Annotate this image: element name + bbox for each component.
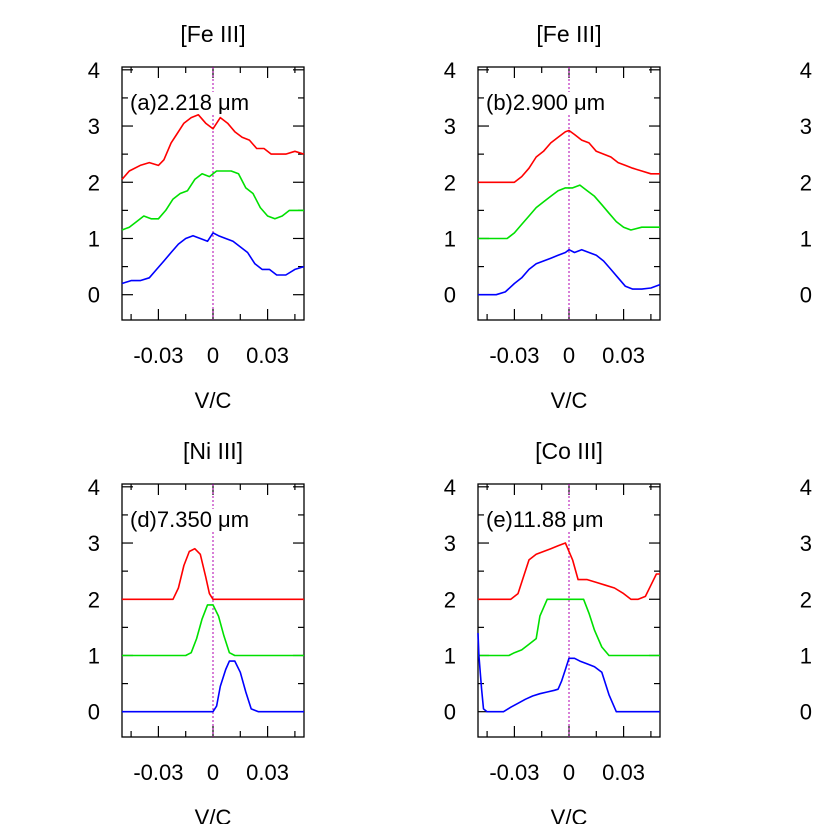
series-line-0: [478, 129, 660, 184]
y-tick-label: 0: [88, 283, 100, 308]
series-line-2: [121, 232, 305, 285]
annotation-background: [484, 92, 608, 113]
series-line-0: [121, 114, 305, 180]
y-tick-label: 1: [800, 643, 812, 668]
panel-annotation: (b)2.900 μm: [486, 90, 605, 115]
y-tick-label: 4: [800, 475, 812, 500]
y-tick-label: 1: [444, 226, 456, 251]
y-tick-label: 4: [444, 475, 456, 500]
x-tick-label: 0.03: [602, 343, 645, 368]
series-line-1: [121, 170, 304, 231]
x-tick-label: -0.03: [489, 343, 539, 368]
x-tick-label: 0.03: [602, 760, 645, 785]
x-tick-label: 0: [207, 343, 219, 368]
x-tick-label: 0: [563, 760, 575, 785]
y-tick-label: 2: [800, 587, 812, 612]
x-axis-label: V/C: [551, 805, 588, 824]
y-tick-label: 3: [800, 114, 812, 139]
panel-annotation: (d)7.350 μm: [130, 507, 249, 532]
y-tick-label: 1: [88, 226, 100, 251]
x-tick-label: 0.03: [246, 760, 289, 785]
y-tick-label: 4: [88, 475, 100, 500]
x-axis-label: V/C: [195, 805, 232, 824]
x-tick-label: -0.03: [133, 760, 183, 785]
annotation-background: [128, 509, 252, 530]
annotation-background: [484, 509, 606, 530]
y-tick-label: 2: [88, 587, 100, 612]
x-axis-label: V/C: [551, 388, 588, 413]
series-line-2: [122, 660, 304, 713]
y-tick-label: 3: [800, 531, 812, 556]
chart-panel-0: [Fe III] 0 1 2 3 4 -0.03 0 0.03 V/C (a)2.218 μm: [88, 21, 305, 413]
x-axis-label: V/C: [195, 388, 232, 413]
y-tick-label: 4: [800, 58, 812, 83]
y-tick-label: 0: [800, 700, 812, 725]
y-tick-label: 3: [88, 114, 100, 139]
chart-panel-4: 0 1 2 3 4: [800, 58, 812, 308]
series-line-1: [122, 604, 304, 657]
panel-title: [Fe III]: [536, 21, 601, 47]
chart-panel-2: [Ni III] 0 1 2 3 4 -0.03 0 0.03 V/C (d)7.350 μm: [88, 438, 305, 824]
y-tick-label: 2: [444, 587, 456, 612]
y-tick-label: 1: [800, 226, 812, 251]
series-line-2: [478, 248, 661, 296]
x-tick-label: 0: [207, 760, 219, 785]
y-tick-label: 3: [444, 531, 456, 556]
series-line-1: [478, 184, 660, 240]
panel-title: [Co III]: [535, 438, 603, 464]
series-line-1: [478, 598, 660, 657]
panel-annotation: (a)2.218 μm: [130, 90, 249, 115]
y-tick-label: 4: [444, 58, 456, 83]
y-tick-label: 3: [444, 114, 456, 139]
panel-title: [Ni III]: [183, 438, 243, 464]
y-tick-label: 3: [88, 531, 100, 556]
x-tick-label: -0.03: [133, 343, 183, 368]
annotation-background: [128, 92, 252, 113]
y-tick-label: 0: [444, 283, 456, 308]
y-tick-label: 2: [444, 170, 456, 195]
y-tick-label: 2: [88, 170, 100, 195]
x-tick-label: -0.03: [489, 760, 539, 785]
y-tick-label: 4: [88, 58, 100, 83]
chart-panel-5: 0 1 2 3 4: [800, 475, 812, 725]
panel-annotation: (e)11.88 μm: [486, 507, 603, 532]
y-tick-label: 0: [444, 700, 456, 725]
series-line-0: [122, 547, 304, 601]
x-tick-label: 0.03: [246, 343, 289, 368]
y-tick-label: 0: [88, 700, 100, 725]
chart-panel-1: [Fe III] 0 1 2 3 4 -0.03 0 0.03 V/C (b)2.900 μm: [444, 21, 661, 413]
chart-panel-3: [Co III] 0 1 2 3 4 -0.03 0 0.03 V/C (e)11.88 μm: [444, 438, 661, 824]
y-tick-label: 0: [800, 283, 812, 308]
y-tick-label: 1: [88, 643, 100, 668]
series-line-0: [478, 542, 660, 601]
x-tick-label: 0: [563, 343, 575, 368]
panel-title: [Fe III]: [180, 21, 245, 47]
series-line-2: [477, 632, 660, 713]
y-tick-label: 2: [800, 170, 812, 195]
y-tick-label: 1: [444, 643, 456, 668]
